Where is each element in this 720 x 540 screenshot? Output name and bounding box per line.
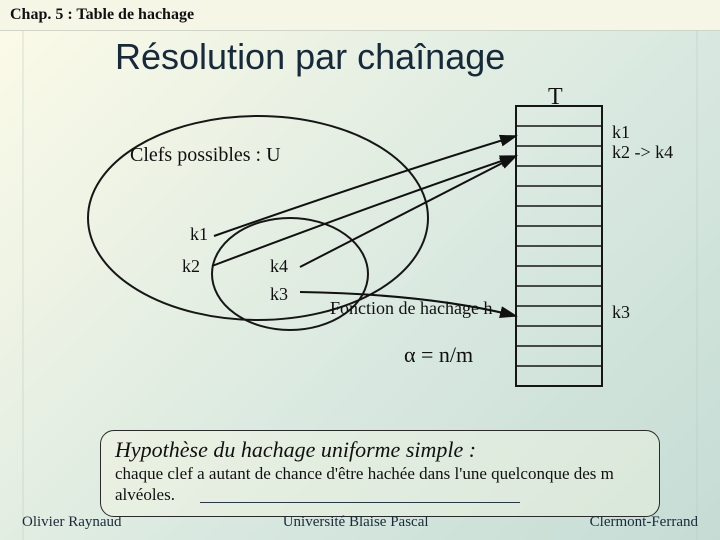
- slot-label-k1: k1: [612, 122, 630, 143]
- key-k1-label: k1: [190, 224, 208, 245]
- key-k2-label: k2: [182, 256, 200, 277]
- chapter-header: Chap. 5 : Table de hachage: [0, 0, 720, 31]
- universe-label: Clefs possibles : U: [130, 144, 281, 167]
- hash-fn-label: Fonction de hachage h: [330, 298, 492, 319]
- hypothesis-box: Hypothèse du hachage uniforme simple : c…: [100, 430, 660, 517]
- hypothesis-title: Hypothèse du hachage uniforme simple :: [115, 437, 645, 463]
- key-k3-label: k3: [270, 284, 288, 305]
- footer: Olivier Raynaud Université Blaise Pascal…: [0, 508, 720, 536]
- hypothesis-body: chaque clef a autant de chance d'être ha…: [115, 463, 645, 506]
- footer-separator: [200, 502, 520, 503]
- load-factor-label: α = n/m: [404, 342, 473, 368]
- footer-university: Université Blaise Pascal: [283, 514, 429, 531]
- key-k4-label: k4: [270, 256, 288, 277]
- diagram: T Clefs possibles : U Fonction de hachag…: [0, 88, 720, 428]
- footer-author: Olivier Raynaud: [22, 514, 122, 531]
- slot-label-k2k4: k2 -> k4: [612, 142, 673, 163]
- page-title: Résolution par chaînage: [115, 36, 505, 78]
- table-label: T: [548, 84, 563, 111]
- footer-city: Clermont-Ferrand: [590, 514, 698, 531]
- slot-label-k3: k3: [612, 302, 630, 323]
